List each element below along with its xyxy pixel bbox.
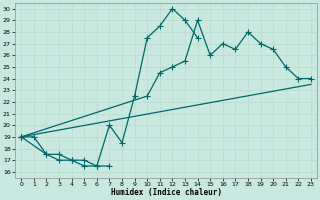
X-axis label: Humidex (Indice chaleur): Humidex (Indice chaleur) — [111, 188, 221, 197]
